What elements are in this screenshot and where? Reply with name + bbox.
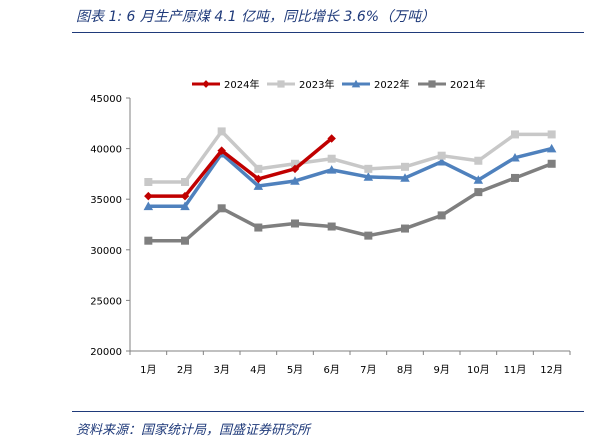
legend-marker bbox=[351, 79, 361, 88]
x-tick-label: 12月 bbox=[540, 364, 563, 376]
legend-label: 2023年 bbox=[299, 78, 334, 91]
data-point bbox=[327, 222, 336, 231]
legend-marker bbox=[428, 80, 436, 88]
source-note: 资料来源：国家统计局，国盛证券研究所 bbox=[76, 423, 311, 438]
data-point bbox=[180, 191, 190, 201]
series-line-2022年 bbox=[148, 146, 553, 209]
y-tick-label: 40000 bbox=[90, 145, 122, 156]
data-point bbox=[181, 177, 189, 186]
legend-label: 2022年 bbox=[374, 78, 409, 91]
data-point bbox=[180, 201, 190, 211]
data-point bbox=[144, 236, 153, 245]
x-tick-label: 2月 bbox=[177, 364, 193, 376]
x-tick-label: 4月 bbox=[250, 364, 266, 376]
y-tick-label: 25000 bbox=[90, 296, 122, 307]
y-tick-label: 20000 bbox=[90, 347, 122, 358]
data-point bbox=[254, 164, 263, 173]
data-point bbox=[510, 152, 520, 162]
x-tick-label: 7月 bbox=[360, 364, 376, 376]
series-line-2024年 bbox=[148, 137, 333, 198]
legend-label: 2024年 bbox=[224, 78, 259, 91]
data-point bbox=[400, 173, 410, 182]
data-point bbox=[291, 159, 299, 168]
x-tick-label: 11月 bbox=[504, 364, 527, 376]
x-tick-label: 5月 bbox=[287, 364, 303, 376]
legend-marker bbox=[277, 80, 285, 88]
data-point bbox=[547, 159, 556, 168]
series-line-2021年 bbox=[148, 162, 553, 243]
x-tick-label: 3月 bbox=[213, 364, 229, 376]
legend-marker bbox=[202, 80, 210, 88]
data-point bbox=[253, 181, 264, 190]
data-point bbox=[546, 143, 557, 153]
data-point bbox=[437, 211, 446, 220]
data-point bbox=[547, 130, 556, 139]
data-point bbox=[436, 157, 447, 166]
data-point bbox=[511, 130, 519, 139]
data-point bbox=[254, 223, 263, 232]
data-point bbox=[217, 204, 226, 213]
data-point bbox=[327, 154, 336, 163]
x-tick-label: 6月 bbox=[323, 364, 339, 376]
data-point bbox=[291, 219, 299, 228]
x-tick-label: 9月 bbox=[433, 364, 449, 376]
data-point bbox=[363, 172, 374, 181]
data-point bbox=[217, 127, 226, 136]
data-point bbox=[511, 173, 519, 182]
data-point bbox=[474, 188, 483, 197]
data-point bbox=[254, 174, 263, 184]
legend-label: 2021年 bbox=[450, 78, 485, 91]
title-rule bbox=[72, 32, 584, 33]
source-rule bbox=[72, 411, 584, 412]
data-point bbox=[326, 165, 337, 174]
y-tick-label: 30000 bbox=[90, 246, 122, 257]
data-point bbox=[290, 164, 300, 174]
data-point bbox=[437, 151, 446, 160]
series-line-2023年 bbox=[148, 129, 552, 184]
data-point bbox=[473, 175, 484, 184]
data-point bbox=[290, 176, 300, 185]
x-tick-label: 10月 bbox=[467, 364, 490, 376]
data-point bbox=[364, 164, 373, 173]
data-point bbox=[181, 236, 189, 245]
figure-title: 图表 1: 6 月生产原煤 4.1 亿吨，同比增长 3.6%（万吨） bbox=[76, 9, 436, 25]
data-point bbox=[217, 146, 226, 155]
data-point bbox=[401, 162, 409, 171]
data-point bbox=[364, 231, 373, 240]
data-point bbox=[144, 191, 153, 201]
data-point bbox=[143, 201, 154, 211]
y-tick-label: 45000 bbox=[90, 94, 122, 105]
data-point bbox=[327, 134, 336, 143]
y-tick-label: 35000 bbox=[90, 195, 122, 206]
data-point bbox=[144, 177, 153, 186]
x-tick-label: 1月 bbox=[140, 364, 156, 376]
data-point bbox=[401, 224, 409, 233]
data-point bbox=[474, 156, 483, 165]
x-tick-label: 8月 bbox=[397, 364, 413, 376]
